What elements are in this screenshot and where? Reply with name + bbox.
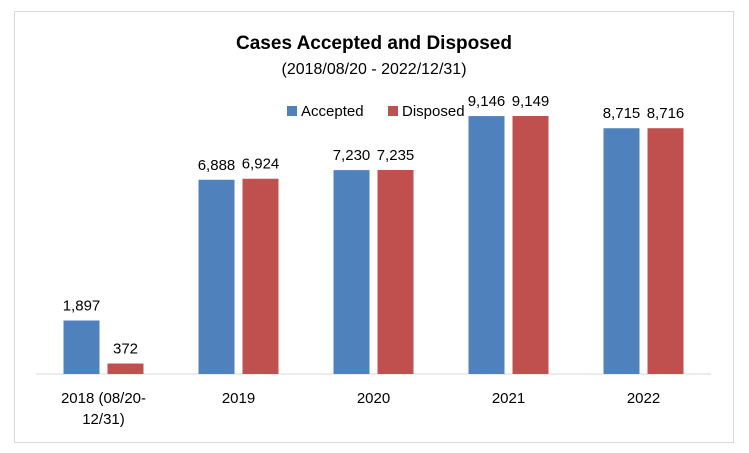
bar-accepted-4: [603, 128, 640, 374]
x-tick-label-3: 2021: [492, 390, 525, 407]
data-label-disposed-1: 6,924: [242, 156, 280, 173]
legend: Accepted Disposed: [287, 103, 465, 120]
legend-label-accepted: Accepted: [301, 103, 364, 120]
legend-swatch-accepted: [287, 106, 297, 116]
bar-disposed-2: [377, 169, 414, 374]
bar-disposed-0: [107, 363, 144, 374]
x-tick-label-2: 2020: [357, 390, 390, 407]
x-tick-label-1: 2019: [222, 390, 255, 407]
data-label-accepted-3: 9,146: [468, 93, 506, 110]
data-label-accepted-1: 6,888: [198, 157, 236, 174]
data-label-accepted-0: 1,897: [63, 298, 101, 315]
bar-disposed-1: [242, 178, 279, 374]
x-tick-label-0: 2018 (08/20-12/31): [61, 390, 146, 428]
bar-disposed-4: [647, 128, 684, 374]
bars-group: [63, 115, 684, 375]
chart-subtitle: (2018/08/20 - 2022/12/31): [281, 61, 466, 78]
x-tick-labels-group: 2018 (08/20-12/31) 2019 2020 2021 2022: [61, 390, 660, 428]
bar-accepted-0: [63, 320, 100, 374]
legend-label-disposed: Disposed: [402, 103, 465, 120]
data-label-accepted-2: 7,230: [333, 147, 371, 164]
data-label-accepted-4: 8,715: [603, 105, 641, 122]
chart-title: Cases Accepted and Disposed: [236, 33, 512, 54]
legend-swatch-disposed: [388, 106, 398, 116]
bar-accepted-2: [333, 170, 370, 374]
data-label-disposed-0: 372: [113, 341, 138, 358]
data-label-disposed-4: 8,716: [647, 105, 685, 122]
data-labels-group: 1,897 372 6,888 6,924 7,230 7,235 9,146 9,149 8,…: [63, 93, 685, 358]
data-label-disposed-3: 9,149: [512, 93, 550, 110]
bar-accepted-1: [198, 179, 235, 374]
bar-accepted-3: [468, 116, 505, 375]
x-tick-label-4: 2022: [627, 390, 660, 407]
bar-disposed-3: [512, 115, 549, 374]
data-label-disposed-2: 7,235: [377, 147, 415, 164]
